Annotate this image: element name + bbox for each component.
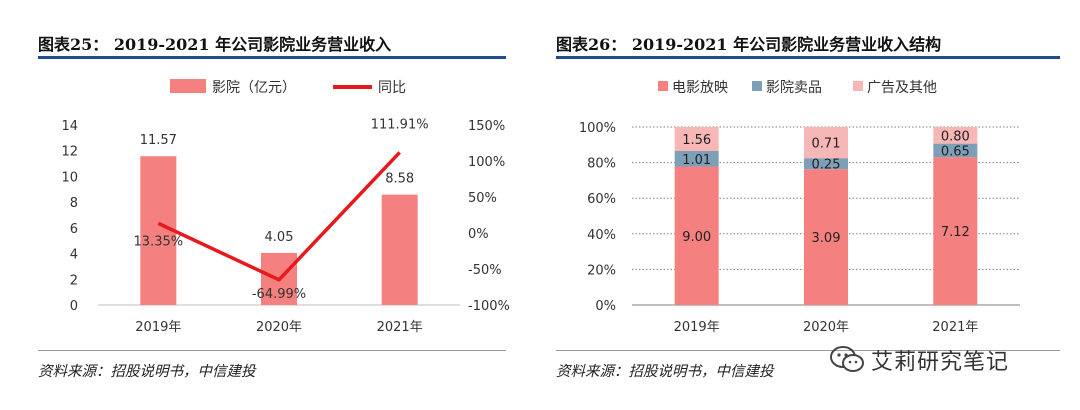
y2-tick-label: 50%: [468, 191, 497, 206]
source-note: 资料来源：招股说明书，中信建投: [38, 364, 256, 380]
y-tick-label: 4: [70, 248, 78, 263]
bar-value-label: 11.57: [140, 133, 177, 148]
stacked-bar-segment: [674, 151, 719, 167]
y2-tick-label: -100%: [468, 299, 510, 314]
structure-chart: 0% 20% 40% 60% 80% 100% 9.00 1.01 1.56 2019年 3.09 0…: [579, 80, 1020, 335]
chart-panel-structure: 图表26： 2019-2021 年公司影院业务营业收入结构 0% 20% 40% 60…: [540, 0, 1080, 410]
line-value-label: -64.99%: [252, 287, 306, 302]
segment-value-label: 0.80: [941, 129, 970, 144]
title-rule: [38, 56, 506, 59]
chart-title: 图表26： 2019-2021 年公司影院业务营业收入结构: [556, 35, 942, 54]
bar-value-label: 4.05: [265, 230, 294, 245]
legend-swatch: [658, 81, 668, 91]
y-tick-label: 40%: [587, 228, 616, 243]
legend-label: 影院卖品: [766, 80, 822, 96]
x-tick-label: 2019年: [135, 320, 181, 335]
legend-label: 同比: [378, 80, 406, 96]
stacked-bar-segment: [933, 127, 978, 144]
chart-panel-revenue: 图表25： 2019-2021 年公司影院业务营业收入 0 2 4 6 8 10 12 14 -…: [38, 35, 510, 380]
legend-swatch: [853, 81, 863, 91]
x-tick-label: 2019年: [674, 320, 720, 335]
watermark: 艾莉研究笔记: [829, 343, 1009, 377]
y-tick-label: 80%: [587, 157, 616, 172]
segment-value-label: 9.00: [682, 230, 711, 245]
legend-label: 广告及其他: [867, 80, 937, 96]
legend-swatch-bar: [170, 79, 206, 93]
chart-title: 图表25： 2019-2021 年公司影院业务营业收入: [38, 35, 392, 54]
y2-tick-label: 150%: [468, 119, 505, 134]
y-tick-label: 12: [61, 145, 78, 160]
y-tick-label: 14: [61, 119, 78, 134]
segment-value-label: 1.56: [682, 133, 711, 148]
segment-value-label: 3.09: [812, 231, 841, 246]
y2-tick-label: 0%: [468, 227, 489, 242]
y-tick-label: 100%: [579, 121, 616, 136]
segment-value-label: 0.65: [941, 144, 970, 159]
y-tick-label: 10: [61, 170, 78, 185]
bar: [381, 194, 418, 305]
segment-value-label: 1.01: [682, 153, 711, 168]
title-rule: [556, 56, 1060, 59]
y-tick-label: 20%: [587, 263, 616, 278]
segment-value-label: 7.12: [941, 225, 970, 240]
watermark-text: 艾莉研究笔记: [871, 350, 1010, 375]
stacked-bar-segment: [674, 166, 719, 305]
footer-rule: [556, 350, 1060, 351]
legend-label: 影院（亿元）: [212, 80, 296, 96]
line-value-label: 13.35%: [134, 234, 184, 249]
source-note: 资料来源：招股说明书，中信建投: [556, 364, 774, 380]
line-series: [157, 151, 401, 282]
x-tick-label: 2021年: [932, 320, 978, 335]
y-tick-label: 60%: [587, 192, 616, 207]
revenue-chart: 0 2 4 6 8 10 12 14 -100% -50% 0% 50% 100% 150% 11.57 4.…: [61, 79, 510, 335]
y-tick-label: 6: [70, 222, 78, 237]
stacked-bar-segment: [804, 169, 848, 305]
y-tick-label: 0: [70, 299, 78, 314]
segment-value-label: 0.71: [812, 137, 841, 152]
segment-value-label: 0.25: [812, 158, 841, 173]
x-tick-label: 2020年: [256, 320, 302, 335]
y-tick-label: 8: [70, 196, 78, 211]
stacked-bar-segment: [804, 158, 848, 170]
wechat-icon: [830, 346, 864, 372]
x-tick-label: 2021年: [377, 320, 423, 335]
y-tick-label: 2: [70, 273, 78, 288]
footer-rule: [38, 350, 506, 351]
y-tick-label: 0%: [595, 299, 616, 314]
stacked-bar-segment: [933, 143, 978, 158]
legend-label: 电影放映: [672, 80, 728, 96]
y2-tick-label: 100%: [468, 155, 505, 170]
line-value-label: 111.91%: [371, 117, 429, 132]
x-tick-label: 2020年: [803, 320, 849, 335]
stacked-bar-segment: [804, 127, 848, 159]
y2-tick-label: -50%: [468, 263, 502, 278]
bar-value-label: 8.58: [385, 172, 414, 187]
stacked-bar-segment: [674, 127, 719, 151]
stacked-bar-segment: [933, 157, 978, 305]
legend-swatch: [752, 81, 762, 91]
